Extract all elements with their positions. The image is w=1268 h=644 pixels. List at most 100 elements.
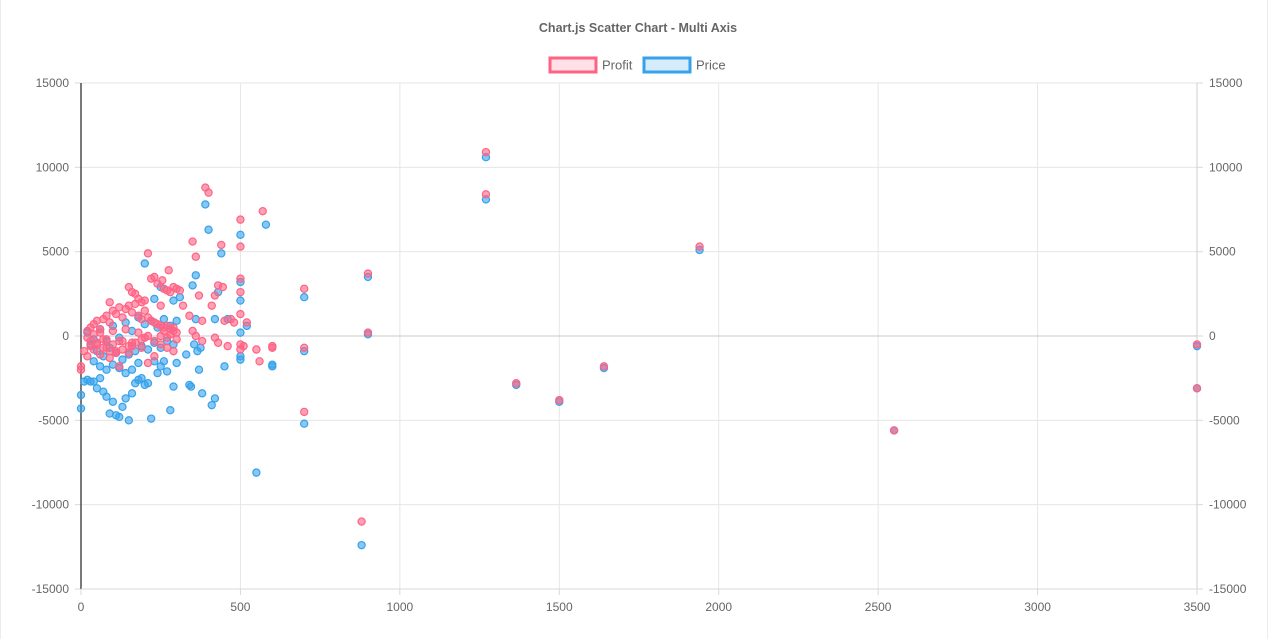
point-price[interactable] (124, 416, 134, 425)
point-price[interactable] (108, 397, 118, 406)
point-price[interactable] (92, 384, 102, 393)
point-price[interactable] (118, 402, 127, 412)
point-price[interactable] (169, 296, 178, 305)
point-profit[interactable] (108, 326, 118, 336)
point-profit[interactable] (150, 336, 159, 346)
point-profit[interactable] (118, 313, 127, 322)
point-profit[interactable] (175, 286, 185, 295)
point-price[interactable] (140, 259, 149, 268)
point-profit[interactable] (166, 330, 175, 339)
point-profit[interactable] (213, 338, 223, 347)
point-price[interactable] (127, 365, 137, 374)
point-profit[interactable] (197, 316, 207, 326)
point-price[interactable] (201, 200, 210, 209)
point-price[interactable] (102, 365, 111, 374)
point-profit[interactable] (162, 343, 172, 353)
point-profit[interactable] (143, 249, 153, 258)
point-profit[interactable] (300, 407, 309, 417)
point-price[interactable] (236, 352, 245, 361)
point-profit[interactable] (111, 309, 121, 319)
point-profit[interactable] (83, 352, 92, 361)
point-price[interactable] (166, 406, 175, 415)
point-profit[interactable] (223, 341, 232, 351)
point-profit[interactable] (268, 343, 277, 353)
point-profit[interactable] (140, 296, 149, 305)
point-profit[interactable] (95, 328, 105, 337)
point-price[interactable] (357, 540, 366, 550)
point-profit[interactable] (92, 340, 102, 349)
point-profit[interactable] (150, 352, 159, 361)
point-price[interactable] (137, 373, 146, 383)
point-profit[interactable] (889, 426, 899, 435)
point-profit[interactable] (115, 362, 124, 371)
point-profit[interactable] (115, 336, 124, 346)
point-price[interactable] (194, 365, 204, 374)
legend-item-price[interactable]: Price (642, 56, 726, 74)
point-price[interactable] (186, 382, 196, 391)
point-profit[interactable] (236, 274, 245, 283)
point-profit[interactable] (169, 323, 178, 332)
point-price[interactable] (175, 293, 185, 302)
point-profit[interactable] (481, 190, 491, 199)
point-profit[interactable] (105, 318, 114, 327)
point-price[interactable] (159, 314, 169, 324)
point-price[interactable] (236, 230, 245, 239)
point-profit[interactable] (156, 301, 165, 310)
point-profit[interactable] (229, 318, 239, 327)
point-profit[interactable] (102, 311, 111, 320)
point-price[interactable] (210, 314, 220, 324)
point-profit[interactable] (258, 206, 267, 216)
point-profit[interactable] (143, 358, 153, 368)
point-price[interactable] (197, 389, 207, 398)
point-profit[interactable] (236, 242, 245, 251)
point-price[interactable] (162, 367, 172, 376)
point-profit[interactable] (1192, 384, 1202, 393)
point-price[interactable] (189, 340, 199, 349)
point-profit[interactable] (76, 362, 86, 371)
point-price[interactable] (150, 294, 159, 304)
point-profit[interactable] (124, 341, 134, 351)
point-price[interactable] (188, 281, 197, 290)
point-price[interactable] (210, 394, 220, 403)
point-profit[interactable] (127, 308, 137, 317)
point-price[interactable] (191, 271, 200, 280)
point-profit[interactable] (105, 353, 114, 363)
point-profit[interactable] (156, 340, 165, 349)
point-profit[interactable] (137, 343, 146, 353)
point-price[interactable] (252, 468, 261, 477)
point-profit[interactable] (236, 287, 245, 297)
point-price[interactable] (207, 400, 216, 410)
point-profit[interactable] (300, 343, 309, 353)
point-price[interactable] (134, 358, 143, 368)
legend-item-profit[interactable]: Profit (548, 56, 633, 74)
point-price[interactable] (196, 343, 205, 353)
point-price[interactable] (127, 389, 137, 398)
point-profit[interactable] (150, 272, 159, 282)
point-price[interactable] (95, 373, 105, 383)
point-profit[interactable] (105, 298, 114, 307)
point-price[interactable] (146, 414, 156, 423)
point-profit[interactable] (695, 242, 704, 251)
point-profit[interactable] (481, 147, 491, 157)
point-profit[interactable] (207, 301, 216, 310)
point-profit[interactable] (172, 335, 181, 344)
point-profit[interactable] (236, 215, 245, 224)
point-profit[interactable] (169, 346, 178, 356)
point-price[interactable] (159, 357, 169, 366)
point-profit[interactable] (194, 291, 204, 300)
point-profit[interactable] (555, 395, 564, 405)
point-profit[interactable] (357, 517, 366, 526)
point-price[interactable] (172, 316, 181, 326)
point-profit[interactable] (158, 276, 167, 285)
point-profit[interactable] (121, 325, 130, 334)
point-profit[interactable] (86, 336, 95, 346)
point-profit[interactable] (252, 345, 261, 354)
point-profit[interactable] (363, 328, 373, 337)
point-profit[interactable] (111, 348, 121, 358)
point-price[interactable] (204, 225, 213, 234)
point-price[interactable] (89, 377, 98, 386)
point-price[interactable] (217, 249, 226, 258)
point-price[interactable] (121, 394, 130, 403)
point-price[interactable] (76, 390, 86, 400)
point-profit[interactable] (255, 357, 264, 366)
